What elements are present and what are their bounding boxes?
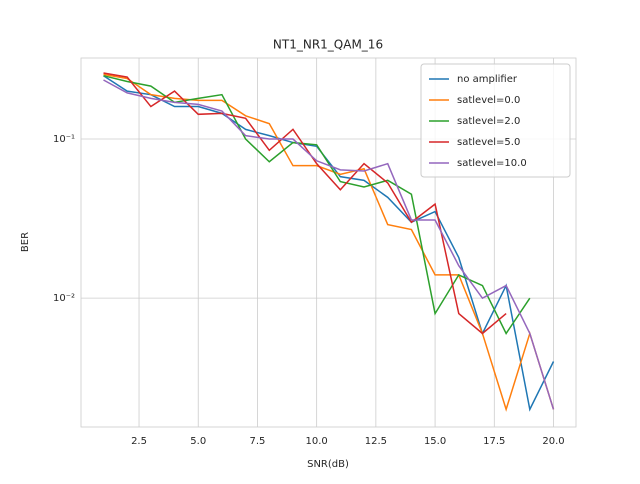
- x-tick-label: 2.5: [131, 436, 147, 447]
- x-tick-label: 17.5: [483, 436, 505, 447]
- series-line: [103, 73, 555, 412]
- y-axis-label: BER: [20, 232, 31, 252]
- series-line: [103, 72, 507, 335]
- x-tick-label: 7.5: [249, 436, 265, 447]
- legend-label: satlevel=10.0: [457, 158, 527, 169]
- x-tick-label: 5.0: [190, 436, 206, 447]
- x-tick-label: 15.0: [424, 436, 446, 447]
- legend-label: satlevel=0.0: [457, 95, 520, 106]
- x-axis-label: SNR(dB): [307, 459, 349, 470]
- legend-box: [420, 63, 571, 178]
- x-tick-label: 10.0: [306, 436, 328, 447]
- plot-frame: [80, 57, 577, 428]
- legend-label: no amplifier: [457, 74, 518, 85]
- chart-title: NT1_NR1_QAM_16: [273, 38, 383, 52]
- legend-label: satlevel=5.0: [457, 137, 520, 148]
- x-tick-label: 20.0: [542, 436, 564, 447]
- y-tick-label: 10⁻¹: [53, 134, 75, 145]
- x-tick-label: 12.5: [365, 436, 387, 447]
- y-tick-label: 10⁻²: [53, 293, 75, 304]
- series-line: [103, 75, 555, 412]
- series-line: [103, 79, 555, 410]
- legend-label: satlevel=2.0: [457, 116, 520, 127]
